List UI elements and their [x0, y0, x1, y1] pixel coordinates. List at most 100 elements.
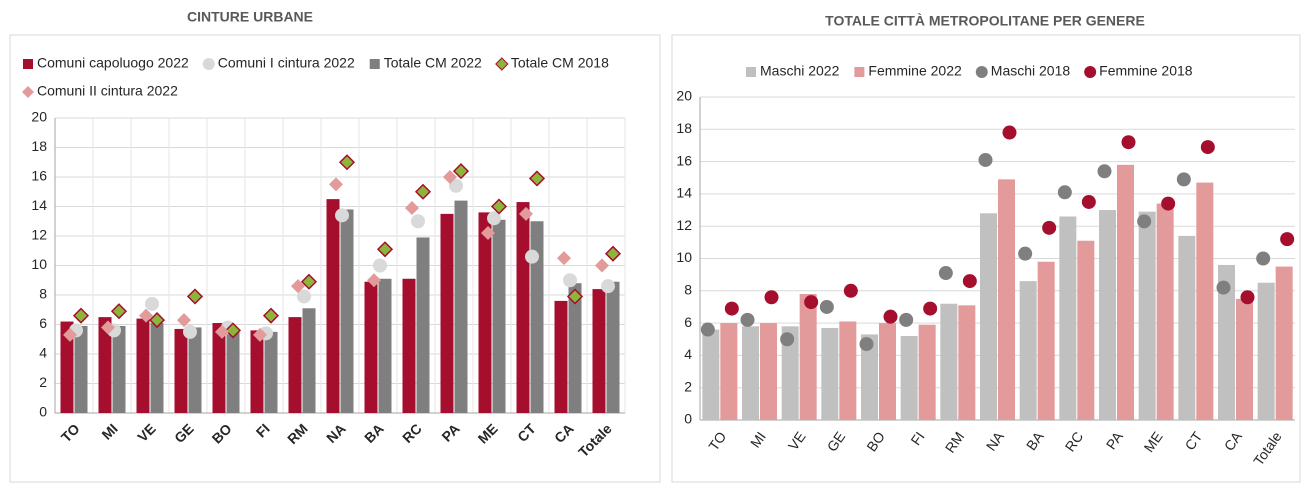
circle-marker — [1256, 251, 1271, 266]
legend-label: Maschi 2022 — [760, 63, 840, 79]
y-tick-label: 12 — [676, 217, 692, 233]
diamond-marker — [262, 307, 280, 324]
chart-title: CINTURE URBANE — [187, 9, 313, 25]
legend-label: Femmine 2022 — [868, 63, 962, 79]
y-tick-label: 14 — [31, 197, 47, 213]
legend-marker — [369, 59, 380, 69]
diamond-marker — [595, 258, 609, 273]
legend-marker — [23, 59, 33, 69]
bar — [340, 209, 354, 413]
bar — [861, 334, 878, 420]
bar — [112, 325, 126, 413]
circle-marker — [1200, 140, 1215, 155]
bar — [839, 321, 857, 420]
diamond-marker — [329, 177, 343, 192]
circle-marker — [804, 295, 819, 310]
circle-marker — [962, 274, 977, 289]
bar — [1236, 298, 1253, 420]
legend-label: Totale CM 2018 — [511, 55, 609, 71]
diamond-marker — [215, 324, 229, 339]
x-tick-label: CT — [514, 420, 539, 445]
legend-marker — [746, 67, 756, 77]
bar — [821, 327, 839, 420]
x-tick-label: Totale — [1250, 428, 1285, 468]
x-tick-label: GE — [824, 429, 849, 455]
x-tick-label: ME — [1141, 429, 1166, 455]
bar — [918, 324, 936, 420]
legend-marker — [202, 58, 215, 70]
x-tick-label: VE — [785, 429, 809, 453]
diamond-marker — [566, 288, 584, 305]
y-tick-label: 18 — [676, 120, 692, 136]
y-tick-label: 6 — [684, 314, 692, 330]
x-tick-label: PA — [438, 420, 462, 444]
circle-marker — [373, 258, 387, 273]
circle-marker — [1042, 220, 1057, 235]
bar — [1275, 266, 1293, 420]
circle-marker — [1176, 172, 1191, 187]
y-tick-label: 12 — [31, 227, 47, 243]
bar — [702, 329, 720, 420]
x-tick-label: FI — [253, 420, 273, 440]
diamond-marker — [528, 170, 546, 187]
circle-marker — [883, 309, 898, 324]
legend-label: Totale CM 2022 — [384, 55, 482, 71]
bar — [879, 323, 896, 420]
chart-title: TOTALE CITTÀ METROPOLITANE PER GENERE — [825, 13, 1145, 29]
circle-marker — [1216, 280, 1231, 295]
circle-marker — [487, 211, 501, 226]
circle-marker — [563, 273, 577, 288]
bar — [900, 336, 918, 420]
diamond-marker — [291, 279, 305, 294]
diamond-marker — [72, 307, 90, 324]
y-tick-label: 20 — [31, 109, 47, 125]
legend-marker — [1084, 66, 1097, 78]
x-tick-label: GE — [171, 420, 197, 446]
y-tick-label: 10 — [676, 249, 692, 265]
x-tick-label: MI — [98, 420, 120, 442]
bar — [136, 318, 150, 413]
bar — [150, 323, 164, 413]
diamond-marker — [110, 303, 128, 320]
bar — [1037, 261, 1055, 420]
y-tick-label: 20 — [676, 88, 692, 104]
diamond-marker — [300, 273, 318, 290]
legend-label: Comuni capoluogo 2022 — [37, 55, 189, 71]
diamond-marker — [481, 226, 495, 241]
circle-marker — [1057, 185, 1072, 200]
legend-marker — [854, 67, 865, 77]
y-tick-label: 16 — [676, 152, 692, 168]
x-tick-label: TO — [58, 420, 83, 445]
circle-marker — [780, 332, 795, 347]
bar — [1077, 240, 1095, 420]
circle-marker — [1137, 214, 1152, 229]
diamond-marker — [177, 313, 191, 328]
y-tick-label: 2 — [684, 378, 692, 394]
y-tick-label: 0 — [39, 404, 47, 420]
x-tick-label: BA — [1023, 428, 1047, 453]
bar — [364, 281, 378, 413]
circle-marker — [335, 208, 349, 223]
y-tick-label: 4 — [39, 345, 47, 361]
diamond-marker — [443, 170, 457, 184]
bar — [1019, 281, 1037, 420]
circle-marker — [1280, 232, 1295, 247]
bar — [288, 317, 302, 413]
legend-label: Maschi 2018 — [991, 63, 1071, 79]
x-tick-label: RC — [1062, 429, 1087, 455]
circle-marker — [1121, 135, 1136, 150]
bar — [760, 323, 777, 420]
x-tick-label: RM — [942, 429, 968, 456]
bar — [454, 200, 468, 413]
bar — [781, 326, 799, 420]
bar — [516, 202, 530, 413]
circle-marker — [1081, 194, 1096, 209]
bar — [554, 300, 568, 413]
y-tick-label: 14 — [676, 185, 692, 201]
x-tick-label: VE — [134, 420, 159, 445]
diamond-marker — [376, 241, 394, 258]
circle-marker — [700, 322, 715, 337]
circle-marker — [843, 283, 858, 298]
circle-marker — [525, 249, 539, 264]
